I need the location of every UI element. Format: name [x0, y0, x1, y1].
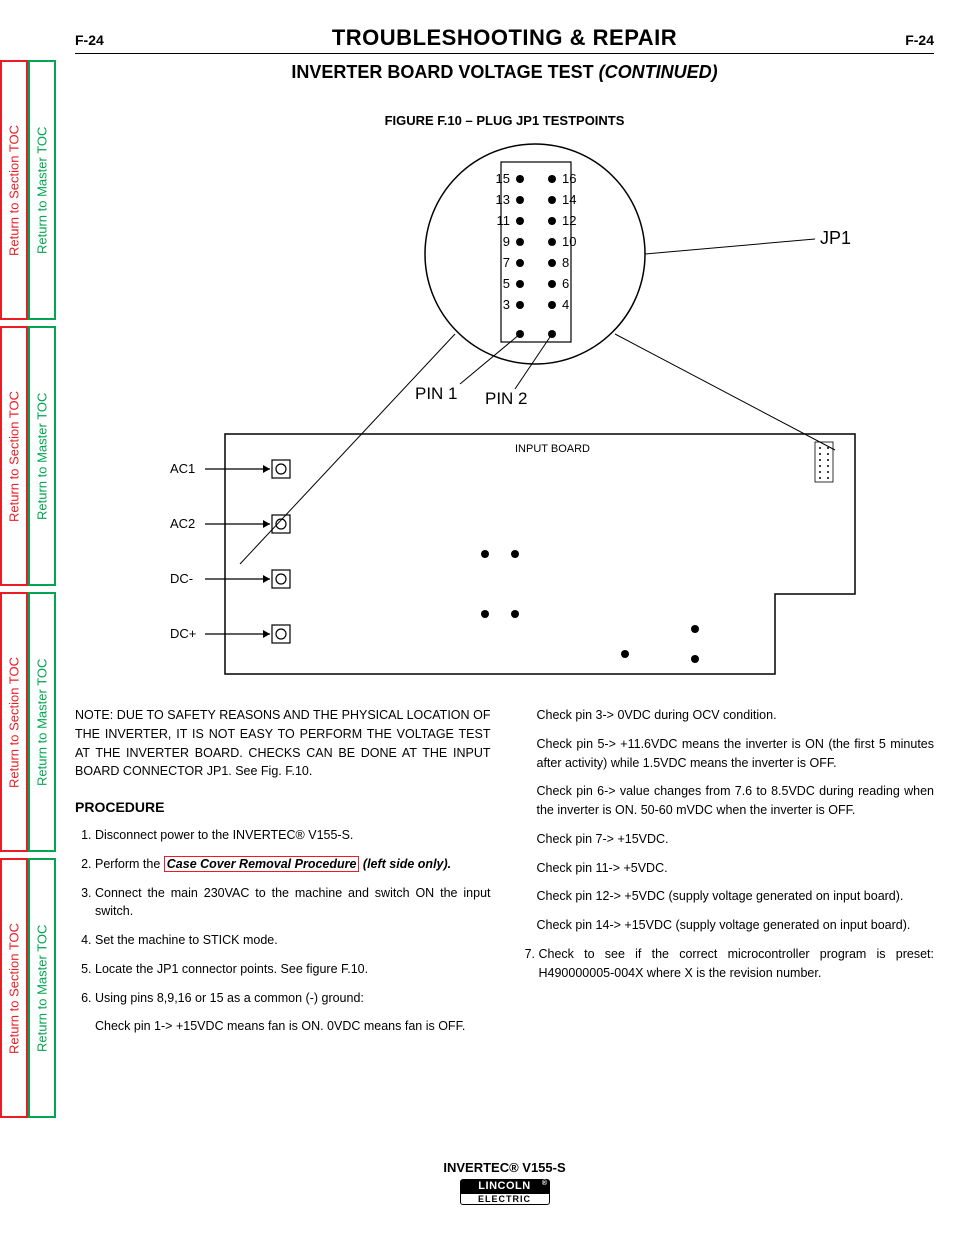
svg-text:16: 16 [562, 171, 576, 186]
diagram: 15 16 13 14 11 12 9 10 7 8 5 6 3 4 PIN 1 PIN 2 JP1 IN… [75, 134, 934, 694]
note-label: NOTE: [75, 708, 113, 722]
svg-text:9: 9 [502, 234, 509, 249]
svg-text:14: 14 [562, 192, 576, 207]
page-content: F-24 TROUBLESHOOTING & REPAIR F-24 INVER… [75, 25, 934, 1215]
svg-text:8: 8 [562, 255, 569, 270]
check-list: Check pin 3-> 0VDC during OCV condition.… [519, 706, 935, 935]
note-body: DUE TO SAFETY REASONS AND THE PHYSICAL L… [75, 708, 491, 778]
lincoln-logo: LINCOLN ELECTRIC [460, 1179, 550, 1205]
side-tabs: Return to Section TOC Return to Section … [0, 0, 58, 1235]
figure-caption: FIGURE F.10 – PLUG JP1 TESTPOINTS [75, 113, 934, 128]
subtitle-main: INVERTER BOARD VOLTAGE TEST [291, 62, 598, 82]
svg-text:3: 3 [502, 297, 509, 312]
left-column: NOTE: DUE TO SAFETY REASONS AND THE PHYS… [75, 706, 491, 1046]
page-number-left: F-24 [75, 32, 104, 48]
logo-top: LINCOLN [460, 1179, 550, 1193]
return-master-toc-link[interactable]: Return to Master TOC [28, 592, 56, 852]
svg-text:11: 11 [496, 213, 510, 228]
jp1-label: JP1 [820, 228, 851, 248]
svg-text:DC-: DC- [170, 571, 193, 586]
page-footer: INVERTEC® V155-S LINCOLN ELECTRIC [75, 1160, 934, 1205]
check-pin-3: Check pin 3-> 0VDC during OCV condition. [519, 706, 935, 725]
return-master-toc-link[interactable]: Return to Master TOC [28, 60, 56, 320]
return-section-toc-link[interactable]: Return to Section TOC [0, 858, 28, 1118]
check-pin-1: Check pin 1-> +15VDC means fan is ON. 0V… [95, 1017, 491, 1036]
procedure-step-5: Locate the JP1 connector points. See fig… [95, 960, 491, 979]
return-master-toc-link[interactable]: Return to Master TOC [28, 326, 56, 586]
return-section-toc-link[interactable]: Return to Section TOC [0, 60, 28, 320]
svg-text:DC+: DC+ [170, 626, 196, 641]
check-pin-7: Check pin 7-> +15VDC. [519, 830, 935, 849]
procedure-step-3: Connect the main 230VAC to the machine a… [95, 884, 491, 922]
procedure-step-2: Perform the Case Cover Removal Procedure… [95, 855, 491, 874]
input-board-label: INPUT BOARD [515, 443, 590, 455]
step2-prefix: Perform the [95, 857, 164, 871]
procedure-step-6: Using pins 8,9,16 or 15 as a common (-) … [95, 989, 491, 1037]
check-pin-5: Check pin 5-> +11.6VDC means the inverte… [519, 735, 935, 773]
note-text: NOTE: DUE TO SAFETY REASONS AND THE PHYS… [75, 706, 491, 781]
check-pin-6: Check pin 6-> value changes from 7.6 to … [519, 782, 935, 820]
step6-text: Using pins 8,9,16 or 15 as a common (-) … [95, 991, 364, 1005]
procedure-heading: PROCEDURE [75, 797, 491, 818]
pin1-label: PIN 1 [415, 384, 458, 403]
procedure-step-4: Set the machine to STICK mode. [95, 931, 491, 950]
svg-text:15: 15 [495, 171, 509, 186]
subtitle: INVERTER BOARD VOLTAGE TEST (CONTINUED) [75, 62, 934, 83]
page-header: F-24 TROUBLESHOOTING & REPAIR F-24 [75, 25, 934, 54]
svg-text:4: 4 [562, 297, 569, 312]
pin2-label: PIN 2 [485, 389, 528, 408]
page-title: TROUBLESHOOTING & REPAIR [332, 25, 677, 51]
check-pin-11: Check pin 11-> +5VDC. [519, 859, 935, 878]
svg-text:5: 5 [502, 276, 509, 291]
return-master-toc-link[interactable]: Return to Master TOC [28, 858, 56, 1118]
logo-bottom: ELECTRIC [460, 1193, 550, 1205]
right-column: Check pin 3-> 0VDC during OCV condition.… [519, 706, 935, 1046]
svg-text:AC1: AC1 [170, 461, 195, 476]
body-columns: NOTE: DUE TO SAFETY REASONS AND THE PHYS… [75, 706, 934, 1046]
procedure-step-7: Check to see if the correct microcontrol… [539, 945, 935, 983]
svg-text:12: 12 [562, 213, 576, 228]
case-cover-removal-link[interactable]: Case Cover Removal Procedure [164, 856, 360, 872]
procedure-step-1: Disconnect power to the INVERTEC® V155-S… [95, 826, 491, 845]
svg-text:AC2: AC2 [170, 516, 195, 531]
check-pin-14: Check pin 14-> +15VDC (supply voltage ge… [519, 916, 935, 935]
svg-text:13: 13 [495, 192, 509, 207]
procedure-list: Disconnect power to the INVERTEC® V155-S… [75, 826, 491, 1036]
svg-text:7: 7 [502, 255, 509, 270]
svg-text:10: 10 [562, 234, 576, 249]
page-number-right: F-24 [905, 32, 934, 48]
return-section-toc-link[interactable]: Return to Section TOC [0, 592, 28, 852]
subtitle-continued: (CONTINUED) [599, 62, 718, 82]
step2-suffix: (left side only). [359, 857, 451, 871]
check-pin-12: Check pin 12-> +5VDC (supply voltage gen… [519, 887, 935, 906]
return-section-toc-link[interactable]: Return to Section TOC [0, 326, 28, 586]
svg-text:6: 6 [562, 276, 569, 291]
procedure-list-cont: Check to see if the correct microcontrol… [519, 945, 935, 983]
footer-model: INVERTEC® V155-S [75, 1160, 934, 1175]
